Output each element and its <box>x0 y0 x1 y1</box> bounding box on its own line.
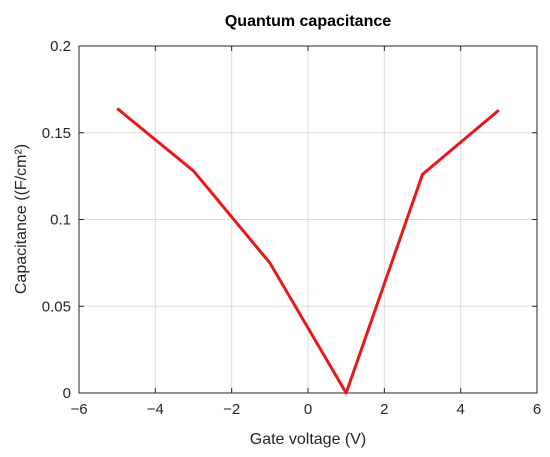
series-layer <box>116 107 500 395</box>
x-tick-label: 0 <box>304 401 312 418</box>
y-tick-label: 0.2 <box>50 38 71 55</box>
x-tick-label: 2 <box>380 401 388 418</box>
y-tick-label: 0.05 <box>42 298 71 315</box>
x-tick-label: 4 <box>456 401 464 418</box>
y-axis-label: Capacitance ((F/cm²) <box>13 144 30 294</box>
capacitance-line <box>116 107 500 395</box>
chart-title: Quantum capacitance <box>225 13 391 30</box>
ticks: −6 −4 −2 0 2 4 6 0 0.05 0.1 0.15 0.2 <box>42 38 541 418</box>
x-tick-label: −4 <box>147 401 164 418</box>
grid <box>79 46 537 393</box>
y-tick-label: 0 <box>63 385 71 402</box>
x-axis-label: Gate voltage (V) <box>250 431 367 448</box>
y-tick-label: 0.1 <box>50 212 71 229</box>
x-tick-label: −2 <box>223 401 240 418</box>
x-tick-label: −6 <box>70 401 87 418</box>
x-tick-label: 6 <box>533 401 541 418</box>
y-tick-label: 0.15 <box>42 125 71 142</box>
